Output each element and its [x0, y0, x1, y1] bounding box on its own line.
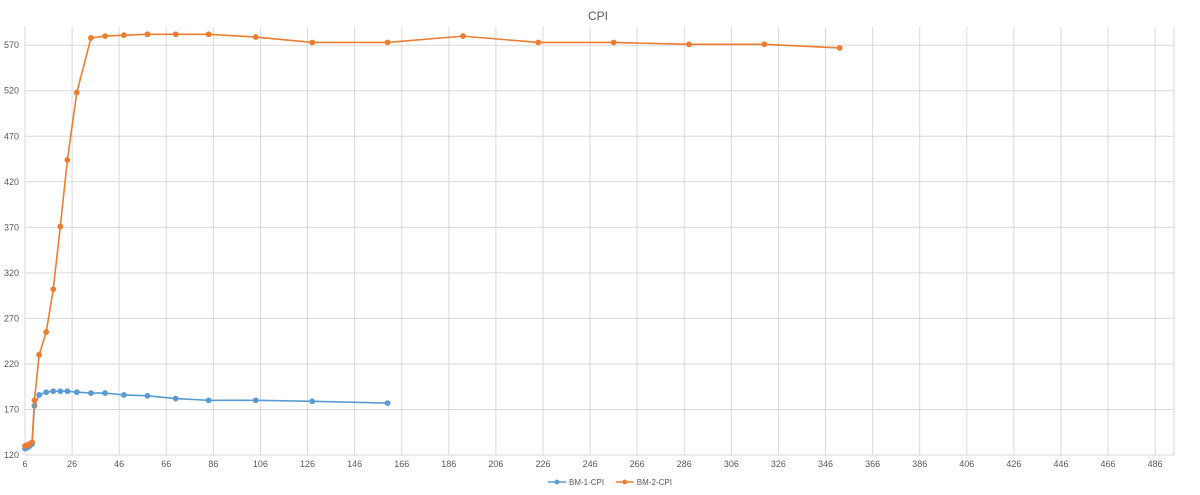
x-tick-label: 366: [865, 459, 880, 469]
data-point: [686, 41, 692, 48]
x-tick-label: 286: [677, 459, 692, 469]
data-point: [172, 31, 179, 38]
data-point: [50, 388, 57, 395]
x-tick-label: 6: [22, 459, 27, 469]
x-tick-label: 446: [1053, 459, 1068, 469]
x-tick-label: 406: [959, 459, 974, 469]
x-tick-label: 206: [488, 459, 503, 469]
x-tick-label: 46: [114, 459, 124, 469]
data-point: [610, 39, 617, 46]
y-tick-label: 520: [4, 86, 19, 96]
data-point: [172, 395, 179, 402]
data-point: [73, 389, 80, 396]
legend-marker: [622, 479, 628, 485]
x-tick-label: 326: [771, 459, 786, 469]
x-tick-label: 26: [67, 459, 77, 469]
x-tick-label: 266: [630, 459, 645, 469]
y-tick-label: 270: [4, 313, 19, 323]
data-point: [309, 39, 316, 46]
x-tick-label: 146: [347, 459, 362, 469]
x-tick-label: 246: [583, 459, 598, 469]
data-point: [43, 329, 50, 335]
x-tick-label: 486: [1148, 459, 1163, 469]
legend-label: BM-1-CPI: [569, 478, 604, 487]
y-tick-label: 370: [4, 222, 19, 232]
y-tick-label: 170: [4, 404, 19, 414]
data-point: [205, 397, 212, 404]
y-tick-label: 320: [4, 268, 19, 278]
data-point: [29, 439, 35, 446]
data-point: [43, 389, 50, 396]
x-tick-label: 86: [208, 459, 218, 469]
legend-item: BM-1-CPI: [548, 478, 604, 487]
series-group: [22, 31, 843, 452]
data-point: [73, 89, 80, 96]
data-point: [57, 388, 64, 395]
data-point: [64, 388, 71, 395]
x-tick-label: 106: [253, 459, 268, 469]
x-tick-label: 466: [1101, 459, 1116, 469]
x-tick-label: 186: [441, 459, 456, 469]
x-tick-label: 386: [912, 459, 927, 469]
x-tick-label: 346: [818, 459, 833, 469]
x-tick-label: 426: [1006, 459, 1021, 469]
data-point: [120, 391, 127, 398]
y-tick-label: 570: [4, 40, 19, 50]
data-point: [205, 31, 212, 38]
x-tick-label: 166: [394, 459, 409, 469]
data-point: [761, 41, 768, 48]
x-tick-label: 226: [535, 459, 550, 469]
data-point: [252, 397, 259, 404]
grid: [24, 27, 1175, 456]
legend-marker: [554, 479, 560, 485]
x-tick-label: 306: [724, 459, 739, 469]
x-tick-label: 66: [161, 459, 171, 469]
legend-item: BM-2-CPI: [615, 478, 672, 487]
data-point: [309, 398, 316, 405]
y-tick-label: 220: [4, 359, 19, 369]
legend: BM-1-CPI BM-2-CPI: [548, 478, 672, 487]
data-point: [384, 39, 391, 46]
data-point: [31, 397, 38, 404]
data-point: [102, 33, 108, 40]
data-point: [36, 391, 43, 398]
data-point: [120, 32, 127, 39]
y-tick-label: 420: [4, 177, 19, 187]
data-point: [460, 33, 466, 40]
data-point: [252, 34, 259, 40]
data-point: [144, 31, 151, 38]
data-point: [535, 39, 542, 46]
data-point: [88, 390, 94, 396]
data-point: [144, 392, 151, 399]
data-point: [384, 400, 391, 406]
data-point: [64, 157, 71, 163]
legend-label: BM-2-CPI: [637, 478, 672, 487]
data-point: [57, 223, 64, 230]
data-point: [50, 286, 57, 293]
data-point: [836, 45, 843, 51]
y-tick-label: 470: [4, 131, 19, 141]
x-axis-ticks: 6 26 46 66 86 106 126 146 166 186 206 226 246 266 286 3…: [22, 459, 1162, 469]
series-line: [24, 33, 840, 447]
data-point: [88, 35, 94, 41]
data-point: [102, 390, 108, 396]
data-point: [36, 351, 43, 358]
y-axis-ticks: 120 170 220 270 320 370 420 470 520 570: [4, 40, 19, 460]
series-2: [22, 31, 843, 449]
x-tick-label: 126: [300, 459, 315, 469]
chart-title: CPI: [588, 9, 608, 23]
y-tick-label: 120: [4, 450, 19, 460]
